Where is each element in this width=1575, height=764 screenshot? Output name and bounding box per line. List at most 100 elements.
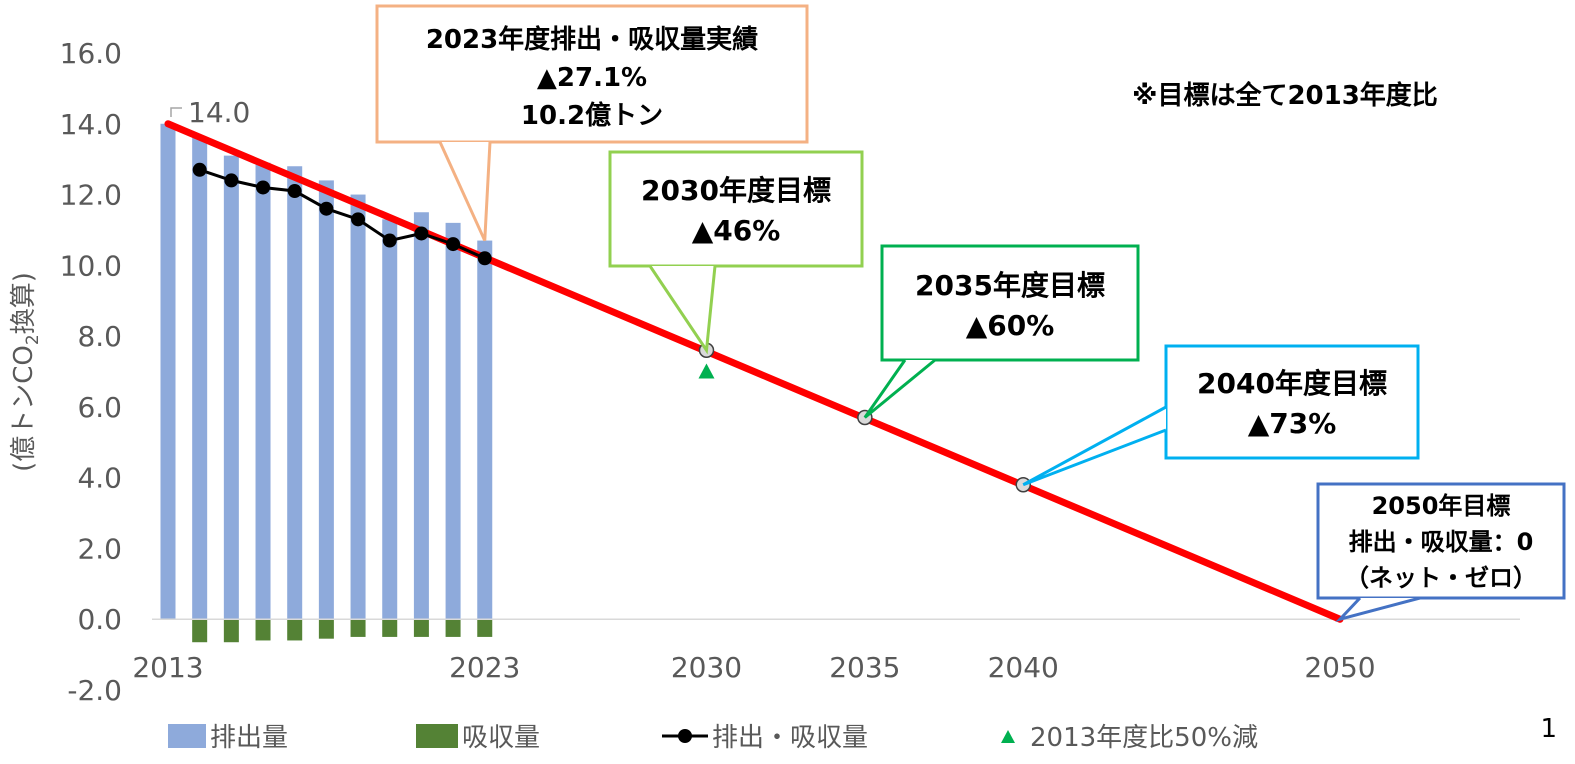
emission-bar [223, 155, 239, 620]
x-tick-label: 2035 [829, 651, 900, 684]
callout: 2030年度目標 ▲46% [608, 150, 864, 355]
first-bar-label-leader [170, 107, 182, 117]
target-line [164, 120, 1344, 623]
callout: 2035年度目標 ▲60% [863, 244, 1140, 419]
x-tick-label: 2030 [671, 651, 742, 684]
y-tick-label: 16.0 [60, 37, 122, 70]
callout-box [375, 4, 809, 144]
x-tick-label: 2040 [988, 651, 1059, 684]
emission-bar [287, 166, 303, 620]
net-emission-point [414, 226, 429, 241]
label-layer: 14.0 ※目標は全て2013年度比 [170, 80, 1438, 129]
callout-line: 排出・吸収量：0 [1349, 528, 1534, 556]
legend-emission-swatch [168, 724, 206, 748]
y-axis-title-part: 換算) [9, 272, 39, 334]
x-tick-label: 2013 [132, 651, 203, 684]
net-emission-point [477, 251, 492, 266]
callout-layer: 2023年度排出・吸収量実績▲27.1%10.2億トン2030年度目標▲46%2… [375, 4, 1566, 623]
first-bar-label: 14.0 [188, 96, 250, 129]
callout-tail [1335, 596, 1421, 623]
emission-bar [255, 162, 271, 620]
callout-box [880, 244, 1140, 362]
net-emission-point [192, 162, 207, 177]
emission-bar [160, 123, 176, 620]
x-tick-label: 2050 [1304, 651, 1375, 684]
absorption-bar [192, 619, 208, 643]
page-number: 1 [1540, 714, 1557, 744]
callout-tail-fill [650, 266, 715, 351]
callout-line: ▲27.1% [537, 63, 647, 93]
net-emission-point [287, 184, 302, 199]
bars-layer [160, 123, 493, 643]
callout-box [1316, 482, 1566, 600]
net-emission-point [446, 237, 461, 252]
legend-emission-label: 排出量 [210, 723, 288, 753]
emission-bar [318, 180, 334, 620]
callout-line: ▲46% [692, 214, 781, 247]
y-axis-title-subscript: 2 [23, 334, 43, 345]
callout-tail [863, 358, 936, 419]
x-tick-label: 2023 [449, 651, 520, 684]
emission-bar [413, 212, 429, 620]
callout-line: 10.2億トン [521, 101, 663, 131]
callout-tail [438, 141, 492, 242]
legend-marker-label: 2013年度比50%減 [1030, 723, 1258, 753]
net-emission-line [199, 168, 486, 260]
callout-line: 2030年度目標 [641, 174, 831, 207]
absorption-bar [287, 619, 303, 641]
callout-tail [1022, 405, 1167, 487]
absorption-bar [382, 619, 398, 637]
y-axis-title-part: (億トンCO [9, 345, 39, 472]
callout-line: ▲60% [966, 309, 1055, 342]
y-tick-label: 4.0 [77, 462, 122, 495]
axis-layer: -2.0 0.0 2.0 4.0 6.0 8.0 10.0 12.0 14.0 16.0 2013 2… [9, 37, 1520, 707]
absorption-bar [223, 619, 239, 643]
callout-line: 2050年目標 [1372, 492, 1511, 520]
callout: 2040年度目標 ▲73% [1022, 344, 1420, 487]
absorption-bar [318, 619, 334, 639]
callout-line: （ネット・ゼロ） [1345, 564, 1537, 592]
callout-box [608, 150, 864, 268]
y-tick-label: 6.0 [77, 391, 122, 424]
net-emission-point [319, 201, 334, 216]
emission-bar [477, 240, 493, 620]
legend-net-dot [678, 729, 692, 743]
callout-tail [648, 265, 717, 355]
y-axis-title: (億トンCO2換算) [9, 272, 43, 472]
callout-line: 2035年度目標 [915, 269, 1105, 302]
y-tick-label: 8.0 [77, 320, 122, 353]
absorption-bar [477, 619, 493, 637]
y-tick-label: 12.0 [60, 179, 122, 212]
legend-absorption-swatch [416, 724, 458, 748]
net-emission-point [224, 173, 239, 188]
reduction-50-marker [698, 363, 715, 379]
callout-line: 2040年度目標 [1197, 367, 1387, 400]
emission-bar [350, 194, 366, 620]
target-line-layer [164, 120, 1344, 623]
net-emission-point [382, 233, 397, 248]
legend: 排出量 吸収量 排出・吸収量 2013年度比50%減 [168, 723, 1258, 753]
absorption-bar [350, 619, 366, 637]
absorption-bar [413, 619, 429, 637]
callout-line: ▲73% [1248, 407, 1337, 440]
net-line-layer [192, 162, 1031, 493]
emission-bar [192, 137, 208, 620]
y-tick-label: 14.0 [60, 108, 122, 141]
absorption-bar [445, 619, 461, 637]
emission-bar [445, 222, 461, 620]
net-emission-point [256, 180, 271, 195]
absorption-bar [255, 619, 271, 641]
net-emission-point [351, 212, 366, 227]
callout-line: 2023年度排出・吸収量実績 [426, 24, 758, 55]
target-note: ※目標は全て2013年度比 [1132, 80, 1438, 111]
legend-absorption-label: 吸収量 [462, 723, 540, 753]
legend-marker-icon [1001, 730, 1015, 743]
y-tick-label: 0.0 [77, 603, 122, 636]
emission-bar [382, 219, 398, 620]
callout: 2023年度排出・吸収量実績 ▲27.1% 10.2億トン [375, 4, 809, 242]
y-tick-label: 2.0 [77, 532, 122, 565]
legend-net-label: 排出・吸収量 [712, 723, 868, 753]
y-tick-label: -2.0 [67, 674, 122, 707]
